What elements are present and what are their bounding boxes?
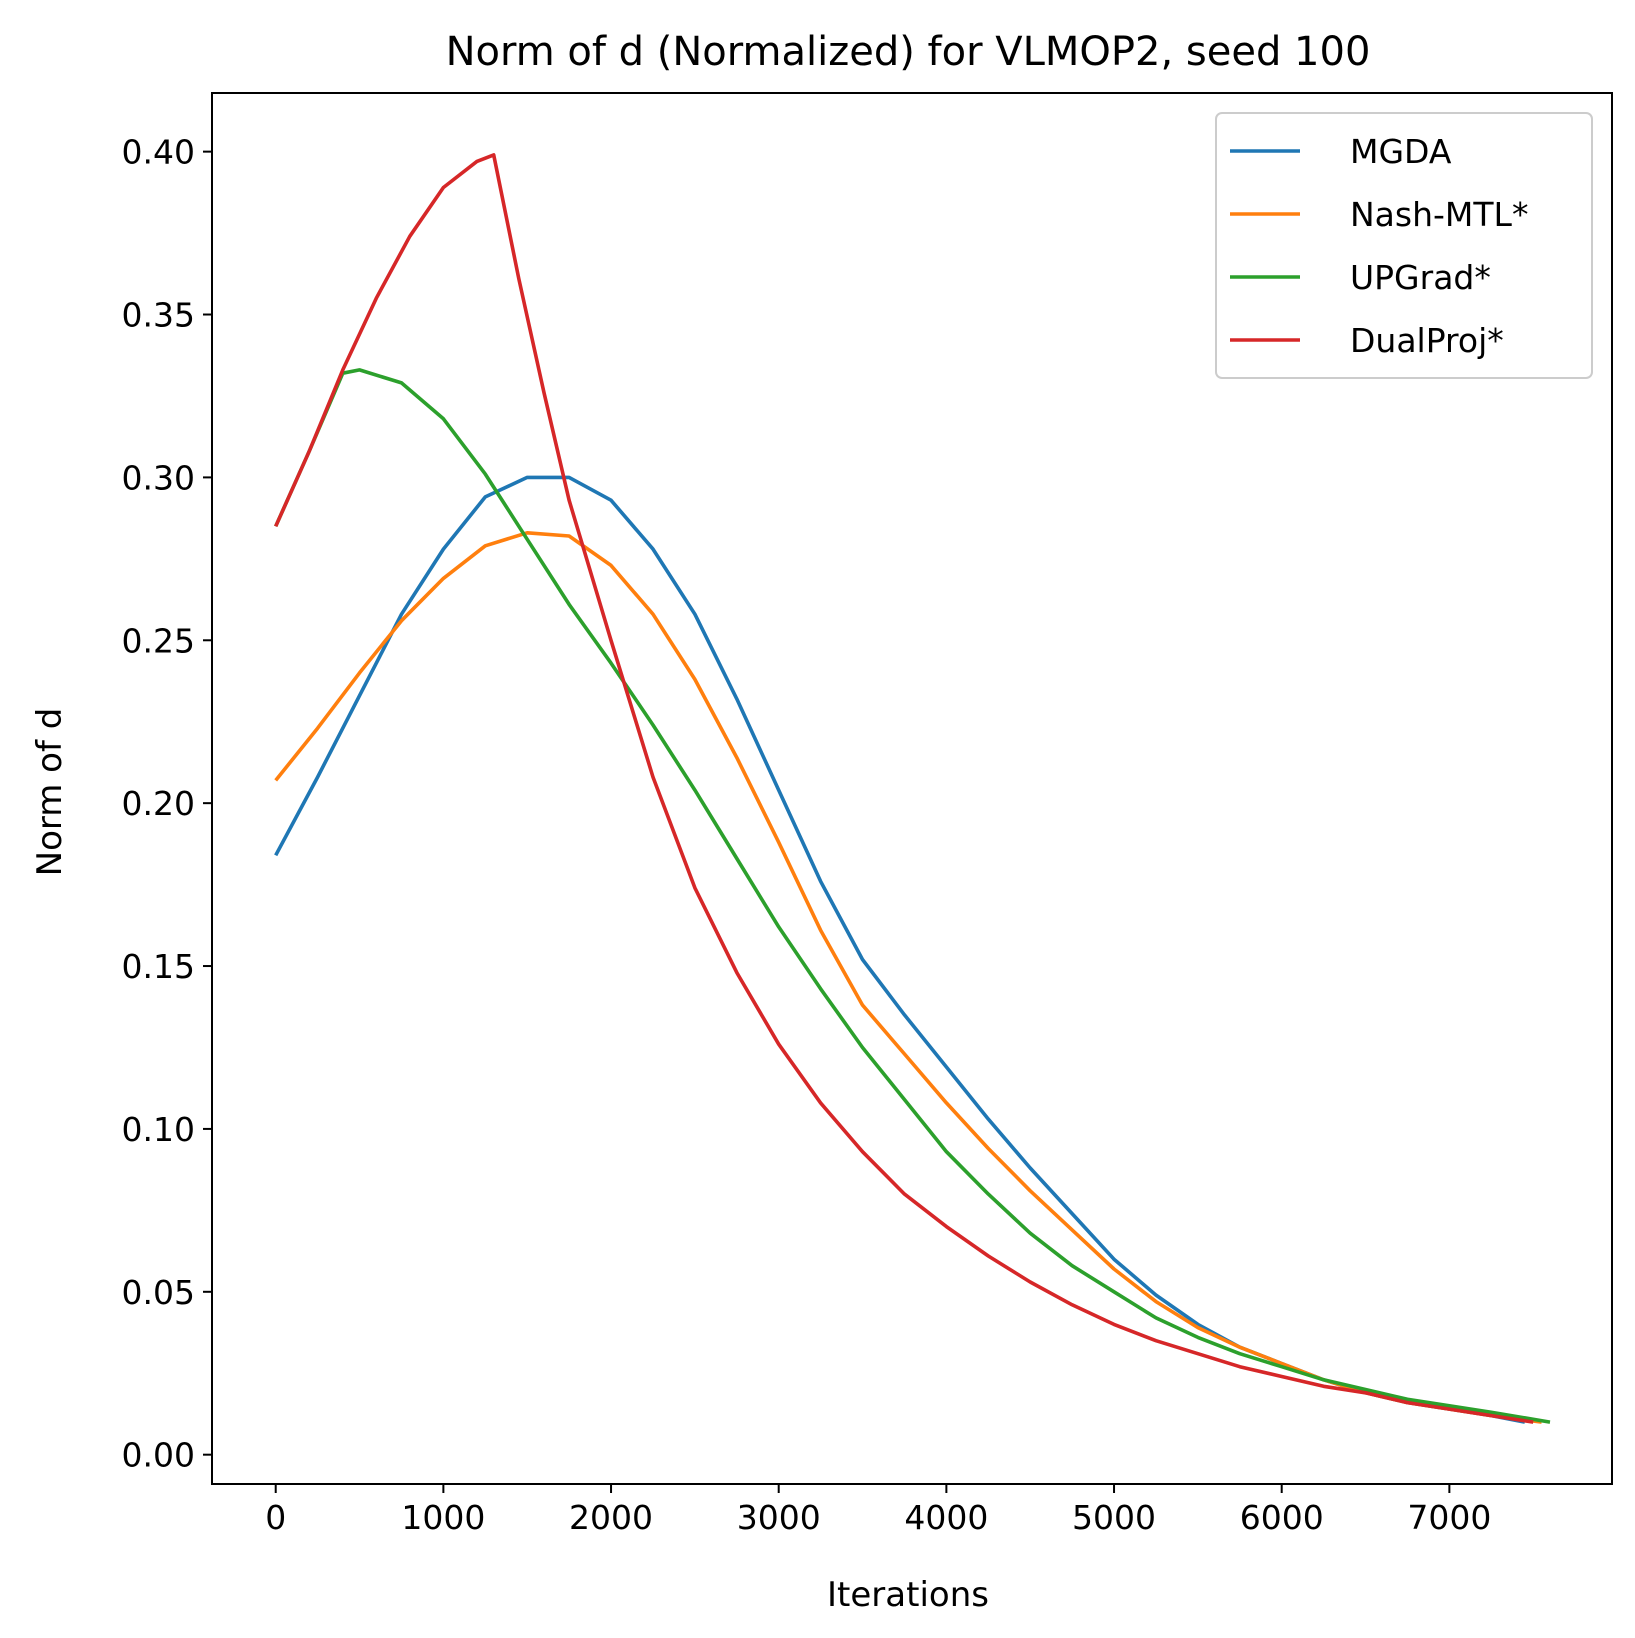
x-tick-label: 5000 <box>1072 1498 1156 1537</box>
x-axis-label: Iterations <box>827 1575 989 1615</box>
legend-label: UPGrad* <box>1350 258 1491 297</box>
x-tick-label: 1000 <box>401 1498 485 1537</box>
series-line-upgrad <box>274 368 1551 1424</box>
y-tick-label: 0.25 <box>122 621 195 660</box>
y-axis: 0.00 0.05 0.10 0.15 0.20 0.25 0.30 0.35 0.40 <box>122 133 212 1475</box>
plot-area-frame <box>211 92 1613 1485</box>
legend-box <box>1215 112 1593 379</box>
legend-label: Nash-MTL* <box>1350 195 1528 234</box>
y-tick-label: 0.30 <box>122 458 195 497</box>
x-tick-label: 4000 <box>904 1498 988 1537</box>
series-layer <box>274 153 1551 1424</box>
y-tick-label: 0.10 <box>122 1110 195 1149</box>
y-tick-label: 0.05 <box>122 1273 195 1312</box>
x-tick-label: 2000 <box>569 1498 653 1537</box>
series-line-dualproj <box>274 153 1534 1424</box>
legend-label: MGDA <box>1350 132 1452 171</box>
legend-label: DualProj* <box>1350 321 1504 360</box>
y-tick-label: 0.20 <box>122 784 195 823</box>
y-tick-label: 0.15 <box>122 947 195 986</box>
y-tick-label: 0.00 <box>122 1436 195 1475</box>
x-tick-label: 0 <box>265 1498 286 1537</box>
x-tick-label: 7000 <box>1407 1498 1491 1537</box>
x-tick-label: 6000 <box>1240 1498 1324 1537</box>
y-axis-label: Norm of d <box>30 708 70 877</box>
y-tick-label: 0.40 <box>122 133 195 172</box>
x-axis: 0 1000 2000 3000 4000 5000 6000 7000 <box>265 1484 1491 1537</box>
legend: MGDA Nash-MTL* UPGrad* DualProj* <box>1215 112 1593 379</box>
chart-title: Norm of d (Normalized) for VLMOP2, seed … <box>446 29 1371 75</box>
y-tick-label: 0.35 <box>122 296 195 335</box>
x-tick-label: 3000 <box>737 1498 821 1537</box>
